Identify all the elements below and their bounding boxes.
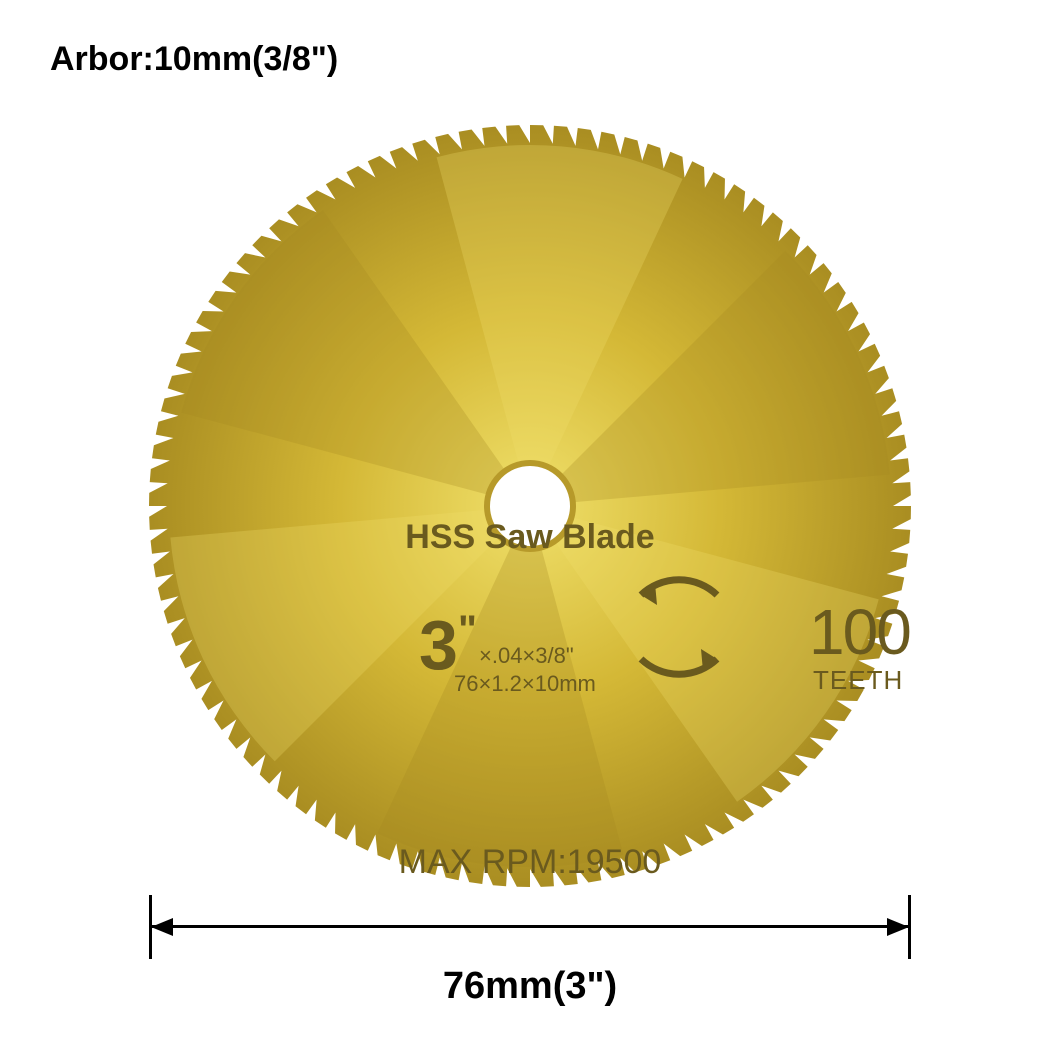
blade-spec-line1: ×.04×3/8" [479, 645, 574, 667]
blade-diameter: 3" [419, 610, 477, 680]
blade-spec-line2: 76×1.2×10mm [454, 673, 596, 695]
dimension-bar [149, 925, 911, 928]
saw-blade: HSS Saw Blade 3" ×.04×3/8" 76×1.2×10mm 1… [149, 125, 911, 887]
teeth-count: 100 [809, 600, 910, 664]
dimension-arrow-right [887, 918, 909, 936]
dimension-label: 76mm(3") [0, 965, 1060, 1008]
blade-diameter-value: 3 [419, 606, 458, 684]
dimension-line [149, 895, 911, 955]
blade-title: HSS Saw Blade [149, 520, 911, 554]
saw-blade-graphic [149, 125, 911, 887]
max-rpm: MAX RPM:19500 [149, 845, 911, 879]
rotation-arrows-icon [607, 555, 751, 699]
inch-mark: " [458, 608, 477, 652]
dimension-arrow-left [151, 918, 173, 936]
teeth-label: TEETH [813, 667, 903, 693]
arbor-label: Arbor:10mm(3/8") [50, 40, 338, 79]
